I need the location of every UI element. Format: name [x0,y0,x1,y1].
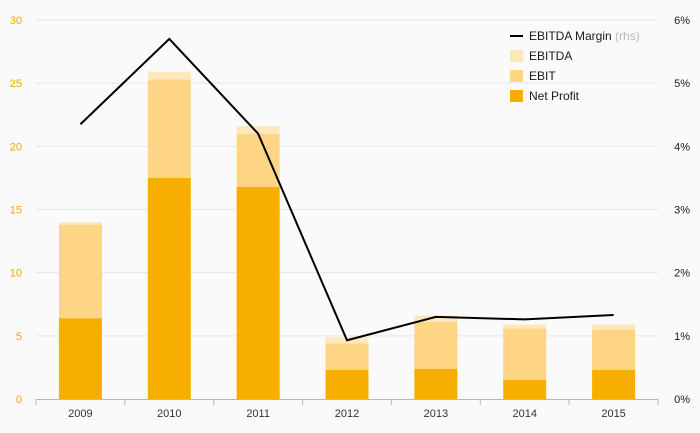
left-axis-tick-label: 15 [10,205,22,217]
bar-net-profit [414,368,458,399]
right-axis-tick-label: 0% [674,394,690,406]
bar-ebitda [236,126,280,134]
legend-item-ebitda-margin: EBITDA Margin (rhs) [510,29,640,43]
x-axis-tick-label: 2012 [335,408,359,420]
bar-ebit [503,328,547,381]
left-axis-tick-label: 30 [10,15,22,27]
legend-note: (rhs) [612,29,640,43]
bar-net-profit [592,369,636,399]
x-axis-tick-label: 2015 [601,408,625,420]
right-axis-tick-label: 5% [674,78,690,90]
left-axis-tick-label: 0 [16,394,22,406]
right-axis-tick-label: 1% [674,331,690,343]
bar-ebit [58,224,102,319]
bar-net-profit [147,177,191,399]
right-axis-tick-label: 6% [674,15,690,27]
legend-box-swatch [510,70,523,82]
legend-label: EBITDA Margin (rhs) [529,29,640,43]
right-axis-tick-label: 4% [674,141,690,153]
bar-ebitda [592,324,636,330]
x-axis-tick-label: 2014 [512,408,536,420]
bar-ebitda [503,324,547,329]
bar-ebitda [58,222,102,225]
bar-ebitda [414,315,458,322]
bar-ebit [236,133,280,187]
bar-ebit [325,343,369,370]
left-axis-tick-label: 25 [10,78,22,90]
bar-series [58,71,636,399]
bar-ebit [592,329,636,370]
x-axis-tick-label: 2010 [157,408,181,420]
bar-ebitda [147,71,191,80]
legend-label: EBITDA [529,49,572,63]
legend-label: Net Profit [529,89,580,103]
grid-lines [36,19,658,337]
left-axis-tick-label: 10 [10,268,22,280]
legend-item-ebit: EBIT [510,69,556,83]
bar-net-profit [325,369,369,399]
x-axis-tick-label: 2009 [68,408,92,420]
left-axis-tick-label: 5 [16,331,22,343]
legend-item-ebitda: EBITDA [510,49,572,63]
x-axis-tick-label: 2013 [424,408,448,420]
right-axis-tick-label: 3% [674,205,690,217]
legend-label: EBIT [529,69,556,83]
bar-net-profit [58,318,102,399]
bar-ebit [147,79,191,178]
bar-ebit [414,321,458,369]
left-axis-tick-label: 20 [10,141,22,153]
legend-item-net-profit: Net Profit [510,89,580,103]
axes: 0 5 10 15 20 25 30 0% 1% 2% 3% 4% 5% 6% 2009 2010 2011 20… [10,15,690,420]
legend-box-swatch [510,90,523,102]
bar-net-profit [236,186,280,399]
margin-line-series [79,37,614,342]
bar-net-profit [503,380,547,399]
x-axis-tick-label: 2011 [246,408,270,420]
right-axis-tick-label: 2% [674,268,690,280]
legend-box-swatch [510,50,523,62]
legend: EBITDA Margin (rhs) EBITDA EBIT Net Profit [510,29,640,103]
